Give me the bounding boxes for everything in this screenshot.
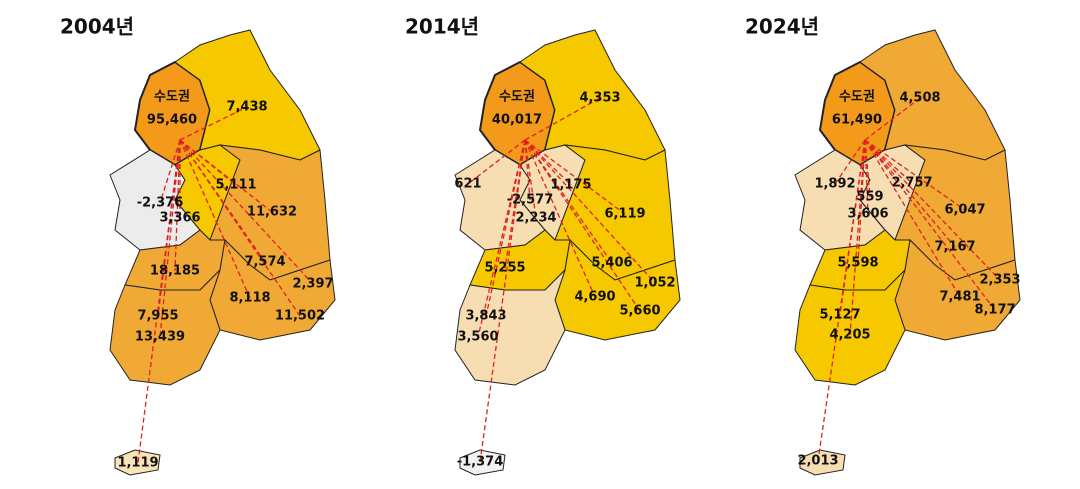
flow-arrow <box>864 139 996 311</box>
flow-arrow <box>524 97 601 141</box>
flow-arrow <box>524 139 626 215</box>
region-label: 61,490 <box>832 113 882 128</box>
region-label: 2,757 <box>891 176 932 191</box>
region <box>459 449 506 476</box>
region-label: 4,353 <box>579 91 620 106</box>
region-label: 5,127 <box>819 308 860 323</box>
region-label: 11,502 <box>275 309 325 324</box>
map-panel <box>109 29 336 476</box>
region-label: 11,632 <box>247 205 297 220</box>
region-label: 8,177 <box>974 303 1015 318</box>
flow-arrow <box>524 139 537 219</box>
flow-arrow <box>159 139 181 338</box>
flow-arrow <box>524 139 596 298</box>
region-label: 18,185 <box>150 264 200 279</box>
flow-arrow <box>159 139 181 204</box>
flow-arrow <box>864 139 1001 281</box>
flow-arrow <box>179 139 301 317</box>
flow-arrow <box>485 139 526 317</box>
flow-arrow <box>864 139 966 211</box>
flow-arrow <box>864 97 921 141</box>
flow-arrow <box>137 139 181 464</box>
region-label: 5,660 <box>619 304 660 319</box>
flow-arrow <box>477 139 526 338</box>
region-label: 3,366 <box>159 211 200 226</box>
flow-arrow <box>174 139 181 272</box>
region-label: 7,481 <box>939 290 980 305</box>
region-label: 5,598 <box>837 256 878 271</box>
flow-arrow <box>179 106 248 141</box>
region-label: 7,574 <box>244 255 285 270</box>
region-label: 1,175 <box>550 178 591 193</box>
region-label: 4,690 <box>574 290 615 305</box>
region-label: 5,255 <box>484 261 525 276</box>
region-label: 95,460 <box>147 113 197 128</box>
flow-arrow <box>467 139 526 185</box>
map-panel <box>454 29 681 476</box>
flow-arrow <box>524 139 656 284</box>
region <box>109 269 221 386</box>
flow-arrow <box>179 139 314 285</box>
flow-arrow <box>817 139 866 462</box>
region-label: 수도권 <box>499 90 535 105</box>
region-label: 1,892 <box>814 177 855 192</box>
map-title: 2014년 <box>405 15 479 39</box>
region-label: 7,438 <box>226 100 267 115</box>
region-label: 40,017 <box>492 113 542 128</box>
flow-arrow <box>179 139 251 299</box>
flow-arrow <box>179 139 273 213</box>
region-label: 4,508 <box>899 91 940 106</box>
region-label: 4,205 <box>829 328 870 343</box>
region <box>454 269 566 386</box>
flow-arrow <box>479 139 526 463</box>
region-label: 2,013 <box>797 454 838 469</box>
flow-arrow <box>849 139 866 336</box>
region-label: 3,560 <box>457 330 498 345</box>
region-label: 621 <box>454 177 481 192</box>
region-label: 13,439 <box>135 330 185 345</box>
region-label: 6,119 <box>604 207 645 222</box>
region-label: 6,047 <box>944 203 985 218</box>
map-title: 2024년 <box>745 15 819 39</box>
region-label: 2,234 <box>515 211 556 226</box>
region-label: -1,374 <box>457 455 504 470</box>
region-label: 1,119 <box>117 456 158 471</box>
map-title: 2004년 <box>60 15 134 39</box>
region-label: 수도권 <box>154 90 190 105</box>
region <box>114 449 161 476</box>
flow-arrow <box>864 139 913 184</box>
region-label: -2,376 <box>137 196 184 211</box>
region-label: 1,052 <box>634 276 675 291</box>
flow-arrow <box>864 139 961 298</box>
map-panel <box>794 29 1021 476</box>
flow-arrow <box>864 139 956 248</box>
region-label: 수도권 <box>839 90 875 105</box>
region-label: 7,955 <box>137 309 178 324</box>
flow-arrow <box>504 139 526 269</box>
region-label: 3,606 <box>847 207 888 222</box>
region-label: 559 <box>856 190 883 205</box>
region-label: 3,843 <box>465 309 506 324</box>
region-label: -2,577 <box>507 193 554 208</box>
flow-arrow <box>834 139 866 185</box>
region-label: 2,353 <box>979 273 1020 288</box>
region-label: 8,118 <box>229 291 270 306</box>
region-label: 5,406 <box>591 256 632 271</box>
region-label: 2,397 <box>292 277 333 292</box>
region-label: 7,167 <box>934 240 975 255</box>
region-label: 5,111 <box>215 178 256 193</box>
flow-arrow <box>864 139 869 215</box>
flow-arrow <box>524 139 641 312</box>
